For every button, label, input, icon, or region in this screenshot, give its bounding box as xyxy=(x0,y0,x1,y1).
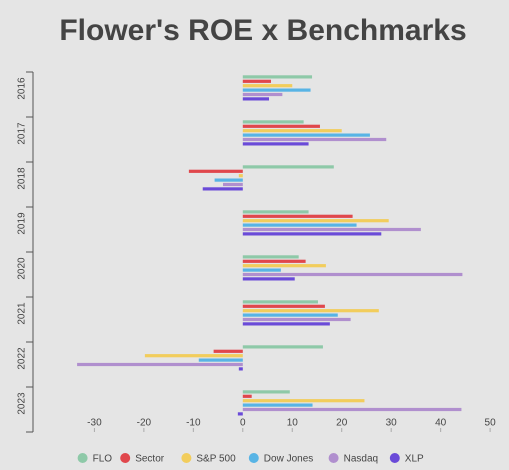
legend-label: XLP xyxy=(405,454,424,465)
legend-label: FLO xyxy=(93,454,113,465)
bar xyxy=(242,313,338,317)
bar xyxy=(237,412,243,416)
chart-title: Flower's ROE x Benchmarks xyxy=(59,14,466,47)
x-tick-label: 0 xyxy=(240,418,246,429)
bar xyxy=(242,214,353,218)
y-tick-label: 2016 xyxy=(17,77,28,100)
bar xyxy=(242,264,326,268)
bar xyxy=(242,304,325,308)
bar xyxy=(242,399,365,403)
legend-label: S&P 500 xyxy=(196,454,236,465)
bar xyxy=(242,165,334,169)
bar xyxy=(242,255,299,259)
y-tick-label: 2021 xyxy=(17,302,28,325)
bar xyxy=(223,182,243,187)
bar xyxy=(242,272,463,277)
bar xyxy=(242,227,421,232)
legend-marker xyxy=(181,453,192,463)
x-tick-label: 50 xyxy=(485,418,497,429)
bar xyxy=(242,219,389,223)
bar xyxy=(238,174,243,178)
y-tick-label: 2019 xyxy=(17,212,28,235)
bar xyxy=(198,358,243,362)
y-tick-label: 2022 xyxy=(17,347,28,370)
bar xyxy=(188,169,243,173)
bar xyxy=(242,232,382,236)
y-tick-label: 2017 xyxy=(17,122,28,145)
bar xyxy=(242,259,306,263)
bar xyxy=(214,178,243,182)
x-tick-label: -20 xyxy=(137,418,152,429)
bar xyxy=(242,210,309,214)
legend-label: Sector xyxy=(135,454,165,465)
bar xyxy=(202,187,243,191)
bar xyxy=(242,277,295,281)
bar xyxy=(242,129,342,133)
bar xyxy=(77,362,243,367)
x-tick-label: 20 xyxy=(336,418,348,429)
bar xyxy=(144,354,243,358)
bar xyxy=(213,349,243,353)
legend-label: Nasdaq xyxy=(344,454,378,465)
bar xyxy=(242,394,252,398)
legend-marker xyxy=(77,453,88,463)
bar xyxy=(242,84,293,88)
legend-marker xyxy=(328,453,339,463)
bar xyxy=(242,403,313,407)
x-tick-label: -30 xyxy=(87,418,102,429)
bar xyxy=(242,322,330,326)
bar xyxy=(242,142,309,146)
legend-marker xyxy=(248,453,259,463)
bar xyxy=(242,137,387,142)
y-tick-label: 2023 xyxy=(17,392,28,415)
bar xyxy=(242,79,271,83)
bar xyxy=(242,97,270,101)
bar xyxy=(242,124,320,128)
bar xyxy=(242,390,290,394)
bar xyxy=(242,88,311,92)
bar xyxy=(238,367,243,371)
x-tick-label: 10 xyxy=(287,418,299,429)
bar xyxy=(242,75,313,79)
legend-marker xyxy=(120,453,131,463)
x-tick-label: 40 xyxy=(435,418,447,429)
bar xyxy=(242,92,283,97)
bar xyxy=(242,300,318,304)
bar xyxy=(242,345,323,349)
bar xyxy=(242,317,351,322)
bar xyxy=(242,133,370,137)
legend-label: Dow Jones xyxy=(264,454,313,465)
bar xyxy=(242,120,304,124)
bar xyxy=(242,309,379,313)
y-tick-label: 2020 xyxy=(17,257,28,280)
bar xyxy=(242,407,462,412)
bar xyxy=(242,223,357,227)
legend-marker xyxy=(389,453,400,463)
y-tick-label: 2018 xyxy=(17,167,28,190)
x-tick-label: -10 xyxy=(186,418,201,429)
x-tick-label: 30 xyxy=(386,418,398,429)
bar xyxy=(242,268,281,272)
